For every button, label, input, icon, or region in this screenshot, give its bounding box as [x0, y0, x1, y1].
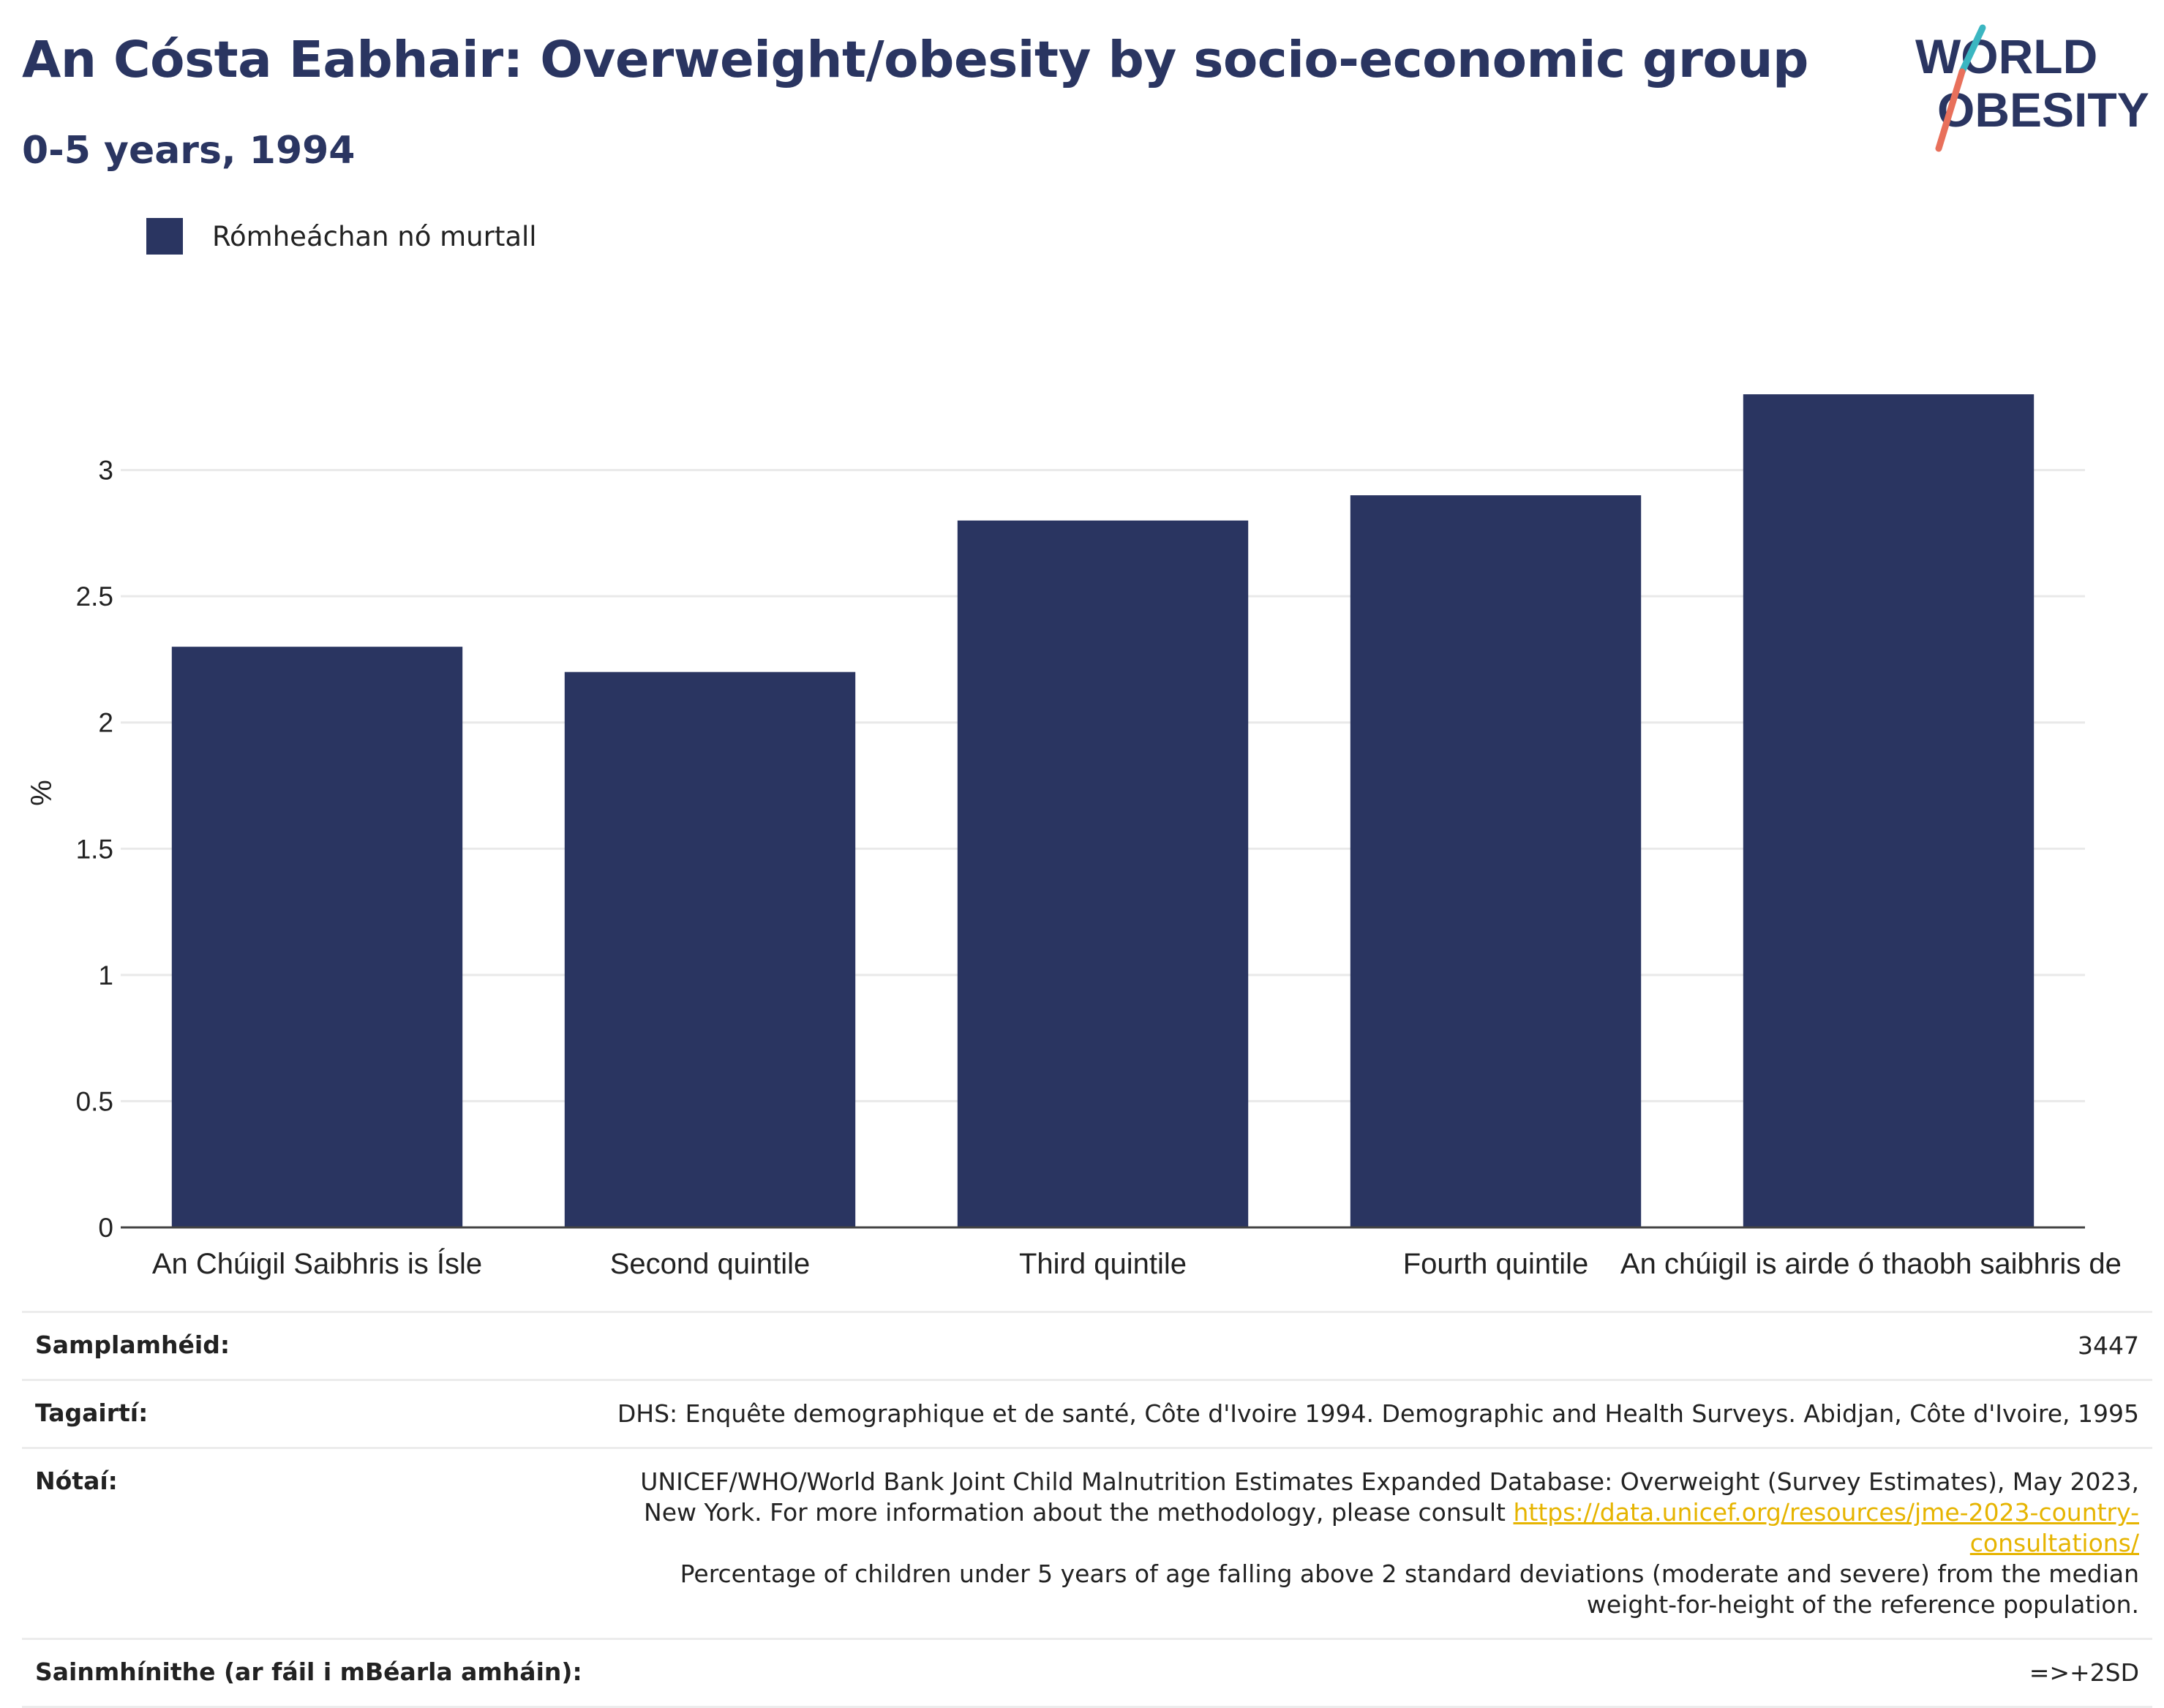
- y-axis-label: %: [26, 780, 58, 806]
- logo-line2: OBESITY: [1937, 83, 2149, 137]
- notes-text-1: UNICEF/WHO/World Bank Joint Child Malnut…: [640, 1467, 2139, 1527]
- info-table: Samplamhéid: 3447 Tagairtí: DHS: Enquête…: [22, 1311, 2152, 1708]
- bar: [1350, 495, 1642, 1227]
- definitions-value: =>+2SD: [2029, 1658, 2139, 1687]
- legend-swatch: [146, 218, 183, 255]
- x-tick-label: Third quintile: [1019, 1248, 1187, 1280]
- y-tick-label: 3: [98, 456, 113, 486]
- references-label: Tagairtí:: [35, 1399, 149, 1427]
- sample-label: Samplamhéid:: [35, 1331, 230, 1359]
- notes-text-2: Percentage of children under 5 years of …: [680, 1560, 2139, 1619]
- y-tick-label: 0: [98, 1213, 113, 1243]
- references-value: DHS: Enquête demographique et de santé, …: [617, 1399, 2139, 1428]
- world-obesity-logo: WORLD OBESITY: [1915, 24, 2149, 152]
- y-tick-label: 1.5: [76, 834, 113, 864]
- bar: [957, 520, 1249, 1227]
- bar: [171, 647, 463, 1227]
- bar: [564, 671, 856, 1227]
- notes-value: UNICEF/WHO/World Bank Joint Child Malnut…: [588, 1467, 2139, 1620]
- y-tick-label: 2.5: [76, 582, 113, 612]
- logo-line1: WORLD: [1915, 29, 2097, 83]
- x-tick-label: Fourth quintile: [1403, 1248, 1588, 1280]
- notes-label: Nótaí:: [35, 1467, 118, 1495]
- logo-slash-teal: [1958, 24, 1986, 75]
- legend-label: Rómheáchan nó murtall: [212, 220, 537, 252]
- x-tick-label: Second quintile: [610, 1248, 811, 1280]
- x-tick-label: An chúigil is airde ó thaobh saibhris de: [1620, 1248, 2122, 1280]
- y-tick-label: 0.5: [76, 1086, 113, 1116]
- y-tick-label: 1: [98, 960, 113, 990]
- sample-row: Samplamhéid: 3447: [22, 1311, 2152, 1379]
- notes-row: Nótaí: UNICEF/WHO/World Bank Joint Child…: [22, 1447, 2152, 1638]
- bar-chart: 0 0.5 1 1.5 2 2.5 3 An Chúigil Saibhris is Ísl…: [26, 394, 2122, 1280]
- page-title: An Cósta Eabhair: Overweight/obesity by …: [22, 31, 1808, 89]
- x-tick-label: An Chúigil Saibhris is Ísle: [152, 1247, 482, 1280]
- sample-value: 3447: [2078, 1331, 2139, 1360]
- page-subtitle: 0-5 years, 1994: [22, 129, 356, 173]
- bar: [1743, 394, 2035, 1227]
- definitions-label: Sainmhínithe (ar fáil i mBéarla amháin):: [35, 1658, 582, 1686]
- definitions-row: Sainmhínithe (ar fáil i mBéarla amháin):…: [22, 1638, 2152, 1708]
- methodology-link[interactable]: https://data.unicef.org/resources/jme-20…: [1513, 1498, 2140, 1557]
- chart-legend: Rómheáchan nó murtall: [146, 218, 537, 255]
- references-row: Tagairtí: DHS: Enquête demographique et …: [22, 1379, 2152, 1447]
- logo-slash-coral: [1935, 68, 1966, 152]
- y-tick-label: 2: [98, 708, 113, 738]
